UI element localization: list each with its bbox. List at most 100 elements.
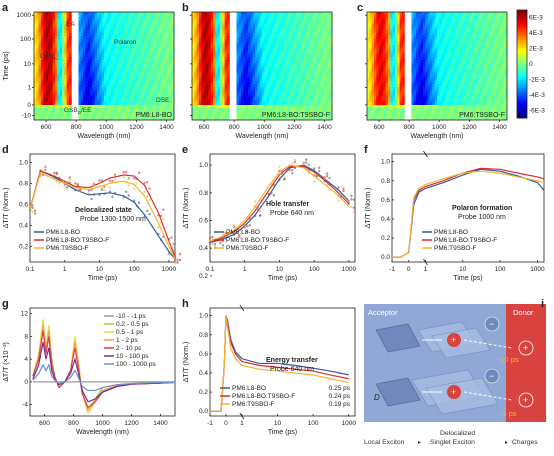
heatmap-cell [134, 108, 137, 111]
heatmap-cell [386, 75, 389, 78]
heatmap-cell [243, 54, 246, 57]
heatmap-cell [374, 57, 377, 60]
heatmap-cell [43, 87, 46, 90]
heatmap-cell [130, 51, 133, 54]
heatmap-cell [281, 72, 284, 75]
heatmap-cell [264, 30, 267, 33]
heatmap-cell [64, 12, 67, 15]
heatmap-cell [53, 42, 56, 45]
heatmap-cell [99, 87, 102, 90]
heatmap-cell [46, 72, 49, 75]
heatmap-cell [109, 51, 112, 54]
heatmap-cell [241, 24, 244, 27]
heatmap-cell [255, 36, 258, 39]
heatmap-cell [220, 81, 223, 84]
heatmap-cell [288, 12, 291, 15]
heatmap-cell [125, 96, 128, 99]
heatmap-cell [246, 75, 249, 78]
heatmap-cell [388, 36, 391, 39]
heatmap-cell [169, 72, 172, 75]
heatmap-cell [137, 90, 140, 93]
heatmap-cell [97, 63, 100, 66]
heatmap-cell [194, 90, 197, 93]
heatmap-cell [130, 15, 133, 18]
heatmap-cell [423, 15, 426, 18]
heatmap-cell [271, 90, 274, 93]
heatmap-cell [120, 108, 123, 111]
heatmap-cell [211, 114, 214, 117]
heatmap-cell [250, 108, 253, 111]
heatmap-cell [109, 18, 112, 21]
heatmap-cell [292, 12, 295, 15]
heatmap-cell [395, 93, 398, 96]
heatmap-cell [97, 45, 100, 48]
heatmap-cell [260, 69, 263, 72]
heatmap-cell [278, 33, 281, 36]
heatmap-cell [299, 69, 302, 72]
heatmap-cell [109, 105, 112, 108]
heatmap-cell [278, 18, 281, 21]
heatmap-cell [260, 93, 263, 96]
heatmap-cell [92, 57, 95, 60]
heatmap-cell [220, 57, 223, 60]
heatmap-cell [139, 12, 142, 15]
heatmap-cell [285, 90, 288, 93]
heatmap-cell [402, 87, 405, 90]
heatmap-cell [411, 84, 414, 87]
heatmap-cell [325, 51, 328, 54]
heatmap-cell [225, 96, 228, 99]
heatmap-cell [218, 99, 221, 102]
heatmap-cell [169, 21, 172, 24]
heatmap-cell [134, 51, 137, 54]
heatmap-cell [246, 63, 249, 66]
heatmap-cell [192, 96, 195, 99]
heatmap-cell [243, 81, 246, 84]
heatmap-cell [239, 45, 242, 48]
heatmap-cell [48, 66, 51, 69]
heatmap-cell [85, 90, 88, 93]
heatmap-cell [120, 57, 123, 60]
heatmap-cell [106, 90, 109, 93]
heatmap-cell [423, 36, 426, 39]
heatmap-cell [222, 30, 225, 33]
heatmap-cell [160, 108, 163, 111]
heatmap-cell [388, 18, 391, 21]
heatmap-cell [372, 57, 375, 60]
heatmap-cell [418, 18, 421, 21]
heatmap-cell [295, 39, 298, 42]
heatmap-cell [376, 48, 379, 51]
heatmap-cell [43, 111, 46, 114]
heatmap-cell [85, 24, 88, 27]
heatmap-cell [69, 60, 72, 63]
heatmap-cell [393, 114, 396, 117]
heatmap-cell [414, 90, 417, 93]
heatmap-cell [402, 12, 405, 15]
heatmap-cell [372, 105, 375, 108]
probe-gap [72, 12, 78, 120]
heatmap-cell [327, 33, 330, 36]
heatmap-cell [113, 84, 116, 87]
heatmap-cell [397, 99, 400, 102]
heatmap-cell [213, 105, 216, 108]
heatmap-cell [388, 57, 391, 60]
heatmap-cell [274, 27, 277, 30]
heatmap-cell [141, 87, 144, 90]
heatmap-cell [139, 33, 142, 36]
heatmap-cell [369, 102, 372, 105]
heatmap-cell [90, 30, 93, 33]
heatmap-cell [204, 105, 207, 108]
heatmap-cell [397, 12, 400, 15]
heatmap-cell [192, 42, 195, 45]
heatmap-cell [295, 81, 298, 84]
heatmap-cell [369, 96, 372, 99]
heatmap-cell [144, 87, 147, 90]
heatmap-cell [99, 60, 102, 63]
heatmap-cell [104, 84, 107, 87]
heatmap-cell [327, 99, 330, 102]
heatmap-cell [306, 39, 309, 42]
heatmap-cell [139, 63, 142, 66]
heatmap-cell [97, 96, 100, 99]
heatmap-cell [167, 60, 170, 63]
heatmap-cell [208, 90, 211, 93]
heatmap-cell [309, 57, 312, 60]
